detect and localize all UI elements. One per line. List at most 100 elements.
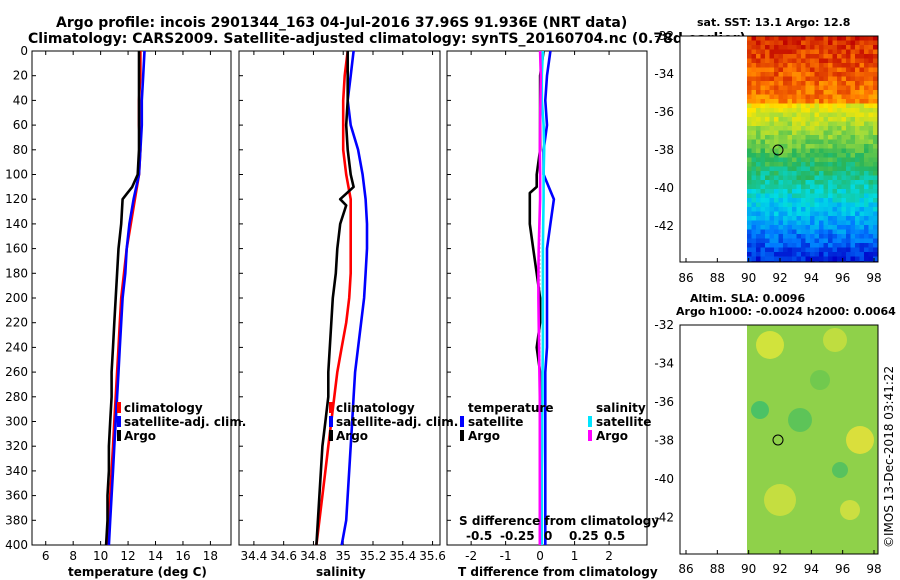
sst-cell [805,135,811,140]
sst-map-border [679,35,879,263]
sst-cell [774,247,779,253]
sst-cell [810,157,815,163]
sst-cell [792,54,797,59]
temperature-legend: climatology satellite-adj. clim. Argo [117,401,246,443]
sst-cell [832,256,838,262]
sst-cell [760,225,766,230]
sst-cell [828,189,833,194]
sst-cell [792,90,797,95]
sst-cell [760,130,766,136]
sst-cell [796,216,802,221]
sst-cell [765,220,770,226]
sst-cell [792,121,797,127]
sst-cell [810,256,815,262]
sst-cell [846,130,851,136]
sst-cell [832,72,838,77]
sst-cell [814,238,820,244]
sst-cell [810,40,815,46]
sst-cell [756,76,761,82]
depth-tick-180: 180 [5,266,28,280]
sst-cell [801,144,806,149]
sst-cell [823,180,829,185]
sst-cell [814,180,820,185]
sst-cell [846,193,851,199]
sst-cell [819,220,824,226]
sst-cell [751,225,757,230]
sst-cell [823,220,829,226]
sst-cell [823,99,829,104]
sst-cell [828,180,833,185]
sst-cell [751,238,757,244]
sst-cell [873,90,878,95]
sst-cell [810,99,815,104]
sst-cell [859,117,865,122]
sst-cell [792,112,797,118]
sst-cell [810,36,815,41]
sst-cell [868,189,874,194]
sst-cell [792,58,797,64]
timestamp: ©IMOS 13-Dec-2018 03:41:22 [882,366,896,548]
sst-cell [841,184,847,190]
sst-cell [769,126,775,131]
sst-cell [778,58,784,64]
sst-cell [796,58,802,64]
sst-cell [832,162,838,167]
sst-cell [873,166,878,172]
sst-cell [841,130,847,136]
sst-cell [814,220,820,226]
sst-cell [756,49,761,55]
sst-cell [760,54,766,59]
sst-cell [832,184,838,190]
sst-cell [796,211,802,217]
sst-cell [837,247,842,253]
sst-cell [756,94,761,100]
depth-tick-80: 80 [13,143,28,157]
sst-cell [760,189,766,194]
sst-cell [846,139,851,145]
sst-cell [855,130,860,136]
sst-cell [751,175,757,181]
sst-cell [751,247,757,253]
sst-cell [792,238,797,244]
sst-cell [846,45,851,50]
sst-cell [751,67,757,73]
sst-cell [832,216,838,221]
sst-cell [765,40,770,46]
sst-cell [801,130,806,136]
sst-cell [850,166,856,172]
sst-cell [805,130,811,136]
sst-cell [868,166,874,172]
sst-cell [859,49,865,55]
sst-cell [774,54,779,59]
sst-cell [819,76,824,82]
sst-cell [859,175,865,181]
sst-cell [828,81,833,86]
sst-cell [805,153,811,158]
sst-cell [751,189,757,194]
sst-cell [769,252,775,257]
sst-cell [769,49,775,55]
sst-cell [805,238,811,244]
sst-cell [873,121,878,127]
sst-cell [873,126,878,131]
sst-cell [828,229,833,235]
sst-cell [823,225,829,230]
sst-cell [805,162,811,167]
sst-cell [747,247,752,253]
sst-cell [760,220,766,226]
sla-map-image [747,325,878,554]
sst-cell [751,81,757,86]
sst-cell [778,162,784,167]
sst-cell [846,144,851,149]
sst-cell [814,234,820,239]
sst-cell [837,175,842,181]
sst-cell [837,94,842,100]
legend2-climatology: climatology [336,401,415,415]
sst-cell [801,63,806,68]
sst-cell [756,153,761,158]
sst-cell [765,67,770,73]
sst-cell [805,54,811,59]
sst-cell [783,238,788,244]
xtick-temperature-18: 18 [203,549,218,563]
sst-cell [747,130,752,136]
